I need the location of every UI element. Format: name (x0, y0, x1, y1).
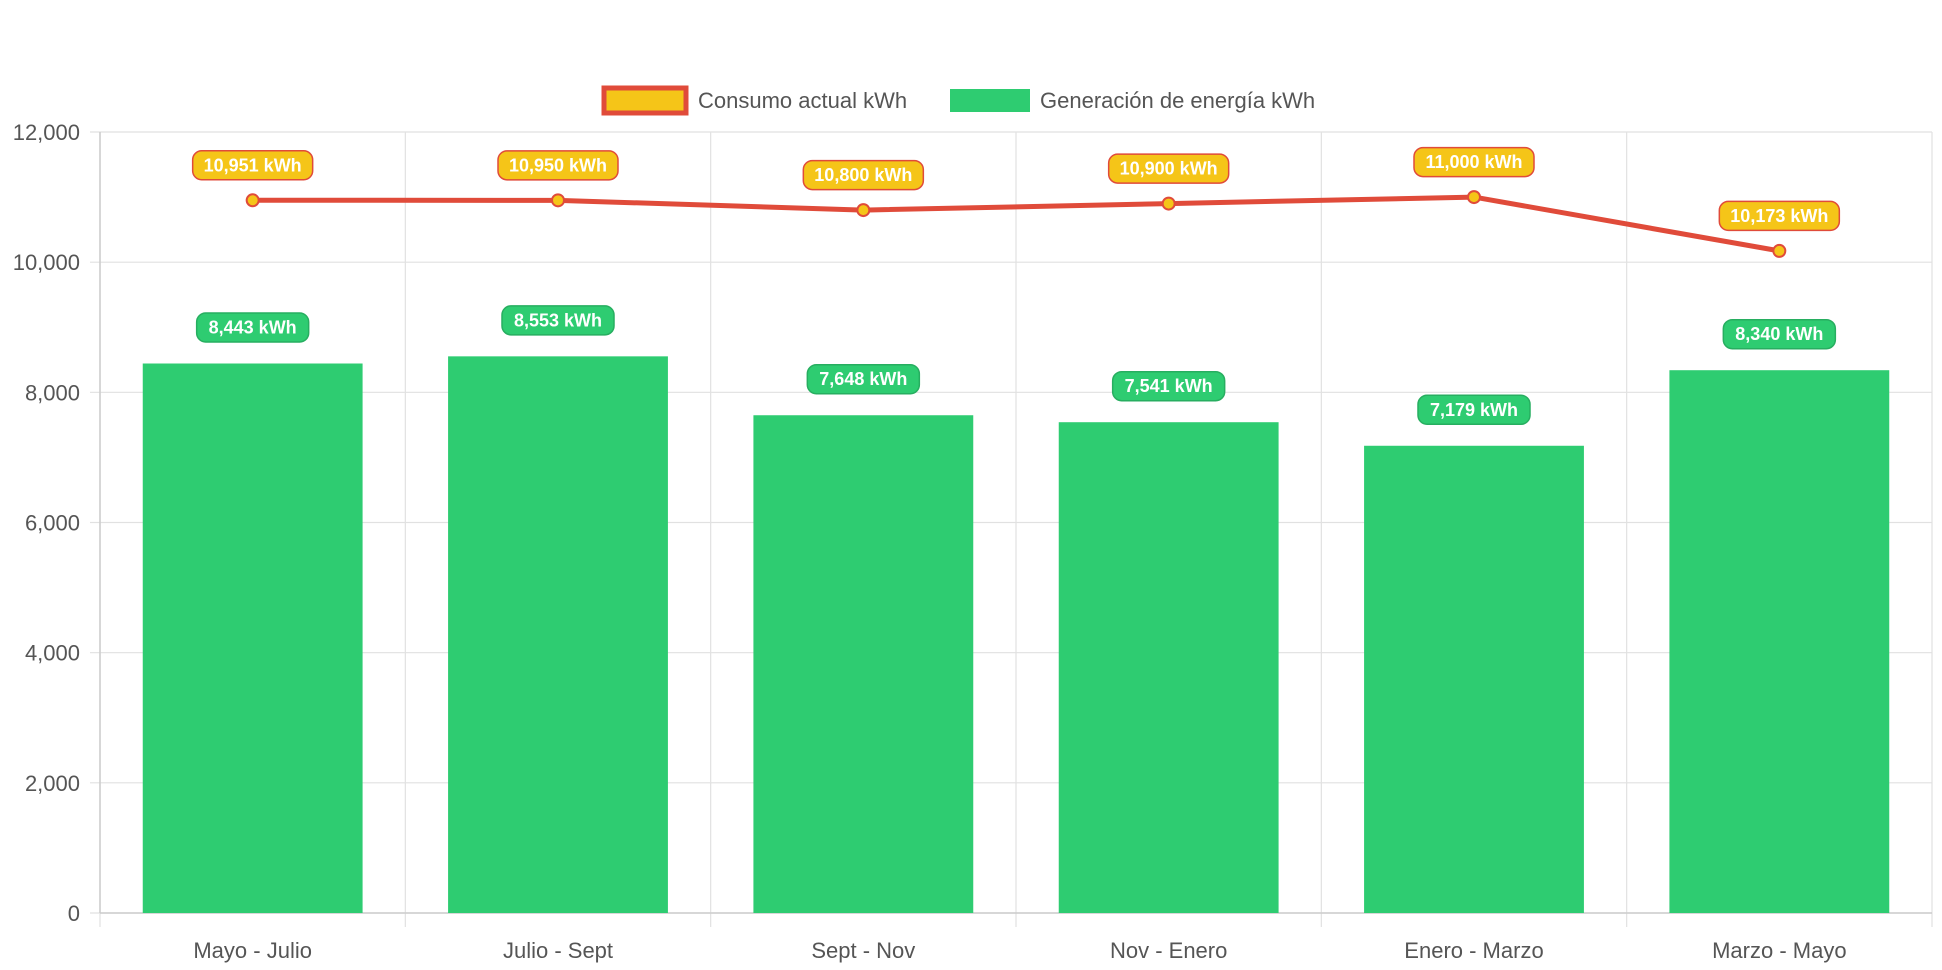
x-tick-label: Nov - Enero (1110, 938, 1227, 963)
x-tick-label: Marzo - Mayo (1712, 938, 1846, 963)
consumption-line-path (252, 194, 1780, 254)
line-data-label-box (191, 150, 314, 181)
line-point[interactable] (551, 193, 565, 208)
bar-data-label: 8,340 kWh (1735, 324, 1823, 344)
line-data-label-box (497, 150, 619, 181)
legend-label-consumption[interactable]: Consumo actual kWh (698, 88, 907, 113)
x-tick-label: Sept - Nov (811, 938, 915, 963)
bar-data-label-box (806, 363, 921, 395)
bar[interactable] (1058, 422, 1279, 913)
legend-swatch-consumption[interactable] (601, 85, 689, 116)
line-data-label-box (1107, 153, 1230, 184)
bar[interactable] (753, 415, 974, 913)
consumption-data-labels: 10,951 kWh 10,950 kWh 10,800 kWh 10,900 kWh… (191, 146, 1841, 232)
bar-data-label: 8,553 kWh (514, 310, 602, 330)
line-data-label: 10,900 kWh (1120, 159, 1218, 179)
line-data-label: 10,800 kWh (814, 165, 912, 185)
generation-bars (142, 356, 1890, 914)
y-tick-label: 12,000 (13, 120, 80, 145)
line-data-label-box (1718, 200, 1841, 232)
y-tick-label: 0 (68, 901, 80, 926)
line-data-label: 11,000 kWh (1425, 152, 1522, 172)
y-tick-label: 4,000 (25, 641, 80, 666)
legend-label-generation[interactable]: Generación de energía kWh (1040, 88, 1315, 113)
y-axis-ticks: 0 2,000 4,000 6,000 8,000 10,000 12,000 (13, 120, 80, 926)
legend: Consumo actual kWh Generación de energía… (601, 85, 1315, 116)
x-tick-label: Enero - Marzo (1404, 938, 1543, 963)
x-tick-label: Julio - Sept (503, 938, 613, 963)
bar-data-label: 7,648 kWh (819, 369, 907, 389)
bar-data-label: 8,443 kWh (209, 318, 297, 338)
x-axis-ticks: Mayo - Julio Julio - Sept Sept - Nov Nov - … (193, 938, 1846, 963)
line-data-label-box (802, 159, 925, 191)
y-tick-label: 10,000 (13, 250, 80, 275)
y-tick-label: 2,000 (25, 771, 80, 796)
line-point[interactable] (1467, 190, 1481, 205)
bar[interactable] (1364, 445, 1584, 913)
bar[interactable] (142, 363, 363, 913)
bar-data-label-box (1722, 318, 1837, 350)
bar-data-label-box (501, 305, 615, 336)
bar-data-label: 7,541 kWh (1125, 376, 1213, 396)
grid-lines (90, 131, 1933, 927)
bar-data-label-box (1111, 370, 1226, 402)
bar-data-label-box (195, 312, 310, 343)
line-data-label: 10,950 kWh (509, 155, 607, 175)
bar-data-label: 7,179 kWh (1430, 400, 1518, 420)
bar-data-label-box (1417, 394, 1531, 426)
line-point[interactable] (245, 193, 260, 208)
bar[interactable] (448, 356, 668, 913)
line-point[interactable] (1772, 243, 1787, 258)
x-tick-label: Mayo - Julio (193, 938, 312, 963)
y-tick-label: 8,000 (25, 380, 80, 405)
bar[interactable] (1669, 370, 1890, 914)
legend-swatch-generation[interactable] (950, 89, 1030, 112)
generation-data-labels: 8,443 kWh 8,553 kWh 7,648 kWh 7,541 kWh 7,17… (195, 305, 1837, 426)
line-point[interactable] (856, 203, 871, 218)
line-data-label: 10,951 kWh (204, 155, 302, 175)
y-tick-label: 6,000 (25, 511, 80, 536)
line-data-label-box (1413, 146, 1535, 178)
consumption-line (245, 190, 1787, 258)
line-point[interactable] (1161, 196, 1176, 211)
line-data-label: 10,173 kWh (1730, 206, 1828, 226)
